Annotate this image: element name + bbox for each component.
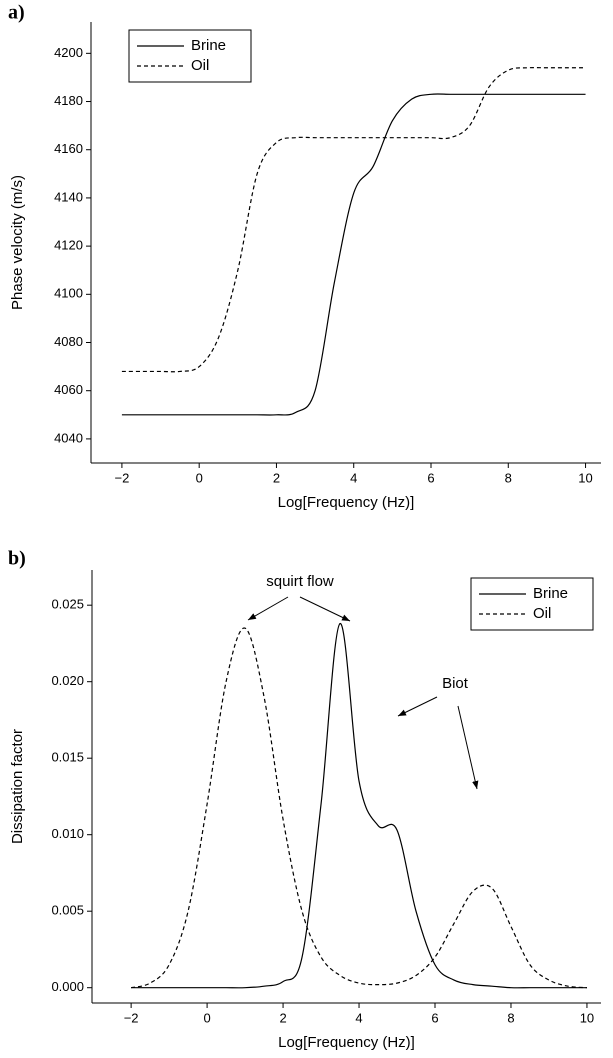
x-tick-label: 4 (355, 1010, 362, 1025)
y-tick-label: 4120 (54, 238, 83, 253)
y-tick-label: 4040 (54, 430, 83, 445)
legend-box (128, 29, 252, 83)
y-tick-label: 4060 (54, 382, 83, 397)
x-tick-label: −2 (124, 1010, 139, 1025)
y-tick-label: 4200 (54, 45, 83, 60)
y-tick-label: 0.005 (51, 903, 84, 918)
y-axis-label: Phase velocity (m/s) (9, 175, 26, 310)
x-tick-label: 8 (505, 470, 512, 485)
legend-label: Brine (191, 37, 226, 54)
x-tick-label: 0 (203, 1010, 210, 1025)
y-axis-label: Dissipation factor (9, 729, 26, 844)
x-tick-label: 6 (427, 470, 434, 485)
x-tick-label: 4 (350, 470, 357, 485)
arrow (299, 596, 351, 622)
panel-label: b) (8, 548, 26, 570)
legend-label: Oil (191, 57, 209, 74)
arrow (397, 696, 438, 717)
legend-label: Brine (533, 585, 568, 602)
arrow (457, 705, 479, 790)
x-tick-label: −2 (114, 470, 129, 485)
x-tick-label: 2 (279, 1010, 286, 1025)
series-line (131, 622, 587, 989)
y-tick-label: 4180 (54, 93, 83, 108)
x-tick-label: 10 (578, 470, 592, 485)
x-tick-label: 10 (580, 1010, 594, 1025)
panel-label: a) (8, 2, 25, 24)
arrow (247, 596, 289, 621)
series-line (121, 93, 586, 416)
series-line (130, 627, 587, 989)
x-axis-label: Log[Frequency (Hz)] (278, 1034, 415, 1051)
x-tick-label: 8 (507, 1010, 514, 1025)
x-tick-label: 0 (196, 470, 203, 485)
y-tick-label: 0.025 (51, 597, 84, 612)
annotation: squirt flow (266, 573, 334, 590)
y-tick-label: 4080 (54, 334, 83, 349)
series-line (121, 67, 586, 373)
y-tick-label: 4160 (54, 141, 83, 156)
y-tick-label: 0.000 (51, 979, 84, 994)
y-tick-label: 4100 (54, 286, 83, 301)
y-tick-label: 4140 (54, 189, 83, 204)
legend-box (470, 577, 594, 631)
y-tick-label: 0.010 (51, 826, 84, 841)
y-tick-label: 0.020 (51, 673, 84, 688)
x-axis-label: Log[Frequency (Hz)] (278, 494, 415, 511)
x-tick-label: 2 (273, 470, 280, 485)
annotation: Biot (442, 675, 469, 692)
annotation-arrows (247, 596, 479, 790)
x-tick-label: 6 (431, 1010, 438, 1025)
y-tick-label: 0.015 (51, 750, 84, 765)
legend-label: Oil (533, 605, 551, 622)
